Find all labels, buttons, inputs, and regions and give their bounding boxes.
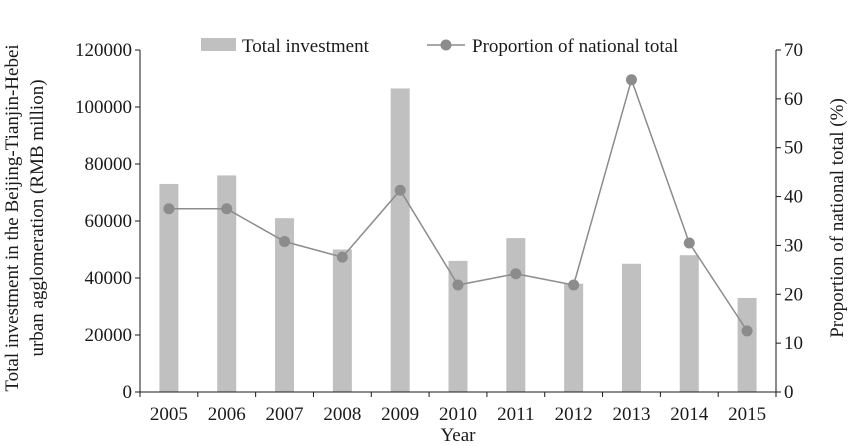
- x-tick-label-2008: 2008: [323, 404, 361, 425]
- legend-marker-proportion: [440, 39, 452, 51]
- left-y-axis-title-line-2: urban agglomeration (RMB million): [27, 79, 48, 356]
- right-tick-label-50: 50: [784, 138, 803, 159]
- x-tick-label-2015: 2015: [728, 404, 766, 425]
- x-tick-label-2012: 2012: [555, 404, 593, 425]
- proportion-point-2008: [336, 251, 348, 263]
- left-tick-label-20000: 20000: [85, 325, 133, 346]
- left-tick-label-100000: 100000: [75, 97, 132, 118]
- right-y-axis-ticks: 0 10 20 30 40 50 60 70: [776, 40, 803, 403]
- bar-2013: [621, 263, 641, 392]
- x-axis-ticks: 2005 2006 2007 2008 2009 2010 2011 2012 2013 2014…: [139, 392, 777, 425]
- x-axis-title: Year: [440, 425, 476, 446]
- x-tick-label-2007: 2007: [266, 404, 304, 425]
- left-tick-label-40000: 40000: [85, 268, 133, 289]
- bar-2011: [506, 238, 526, 392]
- right-tick-label-40: 40: [784, 187, 803, 208]
- x-tick-label-2013: 2013: [612, 404, 650, 425]
- x-tick-label-2011: 2011: [497, 404, 534, 425]
- proportion-point-2015: [741, 325, 753, 337]
- bar-series: [159, 88, 757, 392]
- right-tick-label-20: 20: [784, 284, 803, 305]
- proportion-point-2011: [510, 268, 522, 280]
- proportion-point-2009: [394, 184, 406, 196]
- x-tick-label-2005: 2005: [150, 404, 188, 425]
- bar-2005: [159, 183, 179, 392]
- proportion-point-2010: [452, 279, 464, 291]
- proportion-point-2013: [625, 74, 637, 86]
- bar-2010: [448, 260, 468, 392]
- left-tick-label-120000: 120000: [75, 40, 132, 61]
- proportion-point-2005: [163, 203, 175, 215]
- left-y-axis-ticks: 0 20000 40000 60000 80000 100000 120000: [75, 40, 140, 403]
- right-y-axis-title: Proportion of national total (%): [827, 98, 848, 338]
- right-tick-label-70: 70: [784, 40, 803, 61]
- bar-2008: [332, 249, 352, 392]
- bar-2009: [390, 88, 410, 392]
- legend: Total investment Proportion of national …: [201, 36, 678, 57]
- x-tick-label-2010: 2010: [439, 404, 477, 425]
- right-tick-label-10: 10: [784, 333, 803, 354]
- bar-2014: [679, 255, 699, 392]
- legend-swatch-total-investment: [201, 38, 236, 51]
- proportion-point-2007: [279, 236, 291, 248]
- proportion-point-2006: [221, 203, 233, 215]
- legend-label-proportion: Proportion of national total: [472, 36, 678, 57]
- bar-2007: [275, 218, 295, 392]
- left-y-axis-title-line-1: Total investment in the Beijing-Tianjin-…: [2, 44, 23, 391]
- left-tick-label-0: 0: [123, 382, 133, 403]
- left-tick-label-60000: 60000: [85, 211, 133, 232]
- proportion-point-2014: [683, 237, 695, 249]
- x-tick-label-2014: 2014: [670, 404, 709, 425]
- x-tick-label-2009: 2009: [381, 404, 419, 425]
- line-series: [163, 74, 753, 337]
- x-tick-label-2006: 2006: [208, 404, 246, 425]
- bar-2012: [564, 283, 584, 392]
- left-tick-label-80000: 80000: [85, 154, 133, 175]
- right-tick-label-0: 0: [784, 382, 794, 403]
- bar-2006: [217, 175, 237, 392]
- bar-2015: [737, 297, 757, 392]
- legend-label-total-investment: Total investment: [242, 36, 370, 57]
- right-tick-label-60: 60: [784, 89, 803, 110]
- proportion-point-2012: [568, 279, 580, 291]
- right-tick-label-30: 30: [784, 235, 803, 256]
